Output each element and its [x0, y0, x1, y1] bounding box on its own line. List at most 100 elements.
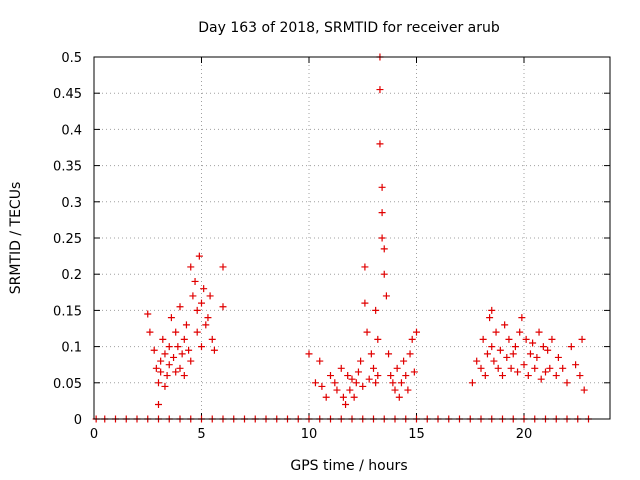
- data-point: [572, 361, 580, 369]
- data-point: [150, 346, 158, 354]
- y-tick-label: 0.25: [53, 232, 82, 247]
- data-point: [305, 350, 313, 358]
- data-point: [342, 401, 350, 409]
- data-point: [402, 372, 410, 380]
- data-point: [481, 372, 489, 380]
- y-tick-label: 0.1: [61, 341, 82, 356]
- data-point: [520, 361, 528, 369]
- data-point: [165, 343, 173, 351]
- data-point: [514, 368, 522, 376]
- data-point: [348, 375, 356, 383]
- y-tick-label: 0.2: [61, 268, 82, 283]
- data-point: [468, 379, 476, 387]
- data-point: [400, 357, 408, 365]
- data-point: [408, 335, 416, 343]
- data-point: [397, 379, 405, 387]
- y-tick-label: 0: [74, 413, 82, 428]
- data-point: [333, 386, 341, 394]
- data-point: [389, 379, 397, 387]
- data-point: [167, 314, 175, 322]
- data-point: [200, 285, 208, 293]
- data-point: [578, 335, 586, 343]
- data-point: [316, 357, 324, 365]
- data-point: [322, 393, 330, 401]
- data-point: [535, 328, 543, 336]
- data-point: [172, 368, 180, 376]
- x-tick-label: 15: [408, 427, 425, 442]
- data-point: [189, 292, 197, 300]
- data-point: [180, 372, 188, 380]
- chart-title: Day 163 of 2018, SRMTID for receiver aru…: [198, 20, 500, 36]
- data-point: [219, 263, 227, 271]
- data-point: [374, 372, 382, 380]
- data-point: [357, 357, 365, 365]
- data-point: [182, 321, 190, 329]
- x-tick-label: 0: [90, 427, 98, 442]
- data-point: [359, 382, 367, 390]
- data-point: [378, 234, 386, 242]
- x-tick-label: 20: [516, 427, 533, 442]
- data-point: [537, 375, 545, 383]
- data-point: [187, 263, 195, 271]
- data-point: [486, 314, 494, 322]
- data-point: [542, 368, 549, 376]
- data-point: [174, 343, 182, 351]
- data-point: [352, 379, 360, 387]
- data-point: [155, 379, 162, 387]
- y-tick-label: 0.45: [53, 87, 82, 102]
- data-point: [490, 357, 498, 365]
- data-point: [165, 361, 173, 369]
- plot-frame: [93, 56, 611, 420]
- y-tick-label: 0.15: [53, 304, 82, 319]
- data-point: [363, 328, 371, 336]
- data-point: [483, 350, 491, 358]
- data-point: [159, 335, 167, 343]
- data-point: [529, 339, 537, 347]
- data-point: [327, 372, 334, 380]
- data-point: [161, 382, 169, 390]
- data-point: [376, 140, 384, 148]
- data-point: [524, 372, 532, 380]
- data-point: [488, 306, 496, 314]
- data-point: [146, 328, 154, 336]
- data-point: [526, 350, 534, 358]
- data-point: [406, 350, 414, 358]
- data-point: [531, 364, 539, 372]
- x-tick-label: 10: [301, 427, 318, 442]
- data-point: [195, 252, 203, 260]
- y-axis-title: SRMTID / TECUs: [8, 182, 24, 295]
- data-point: [172, 328, 180, 336]
- data-point: [380, 245, 388, 253]
- data-point: [180, 335, 188, 343]
- data-point: [380, 270, 388, 278]
- data-point: [544, 346, 552, 354]
- data-point: [505, 335, 513, 343]
- data-point: [193, 306, 201, 314]
- data-point: [391, 386, 399, 394]
- data-point: [178, 350, 186, 358]
- y-tick-label: 0.3: [61, 196, 82, 211]
- data-point: [204, 314, 212, 322]
- data-point: [494, 364, 502, 372]
- data-point: [152, 364, 160, 372]
- data-point: [187, 357, 195, 365]
- data-point: [507, 364, 515, 372]
- data-point: [170, 353, 178, 361]
- data-point: [509, 350, 517, 358]
- x-axis-title: GPS time / hours: [290, 458, 407, 474]
- data-point: [552, 372, 560, 380]
- x-tick-label: 5: [197, 427, 205, 442]
- data-point: [372, 379, 380, 387]
- data-point: [219, 303, 227, 311]
- data-point: [376, 86, 384, 94]
- data-point: [559, 364, 567, 372]
- data-point: [522, 335, 530, 343]
- data-point: [350, 393, 358, 401]
- y-tick-label: 0.35: [53, 160, 82, 175]
- data-point: [410, 368, 418, 376]
- data-point: [501, 321, 509, 329]
- data-point: [554, 353, 562, 361]
- data-point: [580, 386, 588, 394]
- data-point: [372, 306, 380, 314]
- data-point: [374, 335, 382, 343]
